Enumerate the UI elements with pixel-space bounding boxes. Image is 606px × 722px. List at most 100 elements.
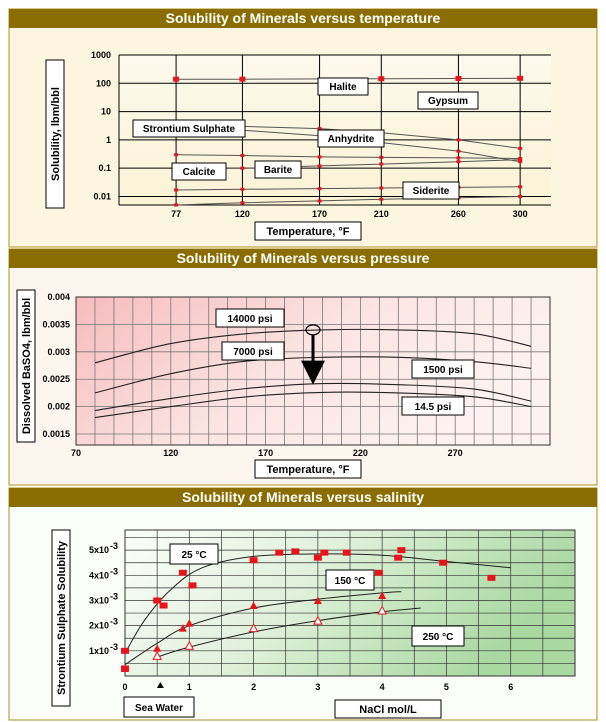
panel3-xlabel-box	[334, 699, 442, 719]
p3-data-point	[320, 549, 329, 556]
label-7000psi: 7000 psi	[233, 347, 273, 358]
p1-data-point	[240, 154, 245, 158]
panel2-titlebar	[9, 249, 597, 268]
p3-data-point	[439, 559, 448, 566]
panel2-xlabel: Temperature, °F	[266, 464, 349, 476]
p1-series-line	[176, 196, 521, 206]
label-box-14.5psi	[401, 396, 465, 416]
p1-xtick-label: 77	[171, 209, 181, 219]
p2-ytick-label: 0.0035	[42, 319, 70, 329]
label-25c: 25 °C	[181, 550, 206, 561]
panel2-ylabel-box	[16, 289, 36, 443]
p1-data-point	[240, 166, 245, 170]
p3-data-point	[313, 615, 323, 625]
p3-data-point	[275, 549, 284, 556]
label-calcite: Calcite	[183, 167, 216, 178]
p3-data-point	[184, 640, 195, 650]
label-box-7000psi	[221, 341, 285, 361]
label-halite: Halite	[329, 82, 357, 93]
p3-data-point	[188, 582, 197, 589]
p3-data-point	[394, 554, 403, 561]
p1-data-point	[174, 203, 179, 207]
p3-xtick-label: 2	[251, 682, 256, 692]
p2-series-line	[94, 328, 532, 364]
p1-data-point	[378, 76, 385, 82]
p1-data-point	[456, 156, 461, 160]
label-box-strontium	[132, 119, 246, 138]
p3-data-point	[185, 619, 194, 627]
p3-data-point	[487, 574, 496, 581]
p3-data-point	[121, 664, 129, 672]
p3-data-point	[153, 597, 162, 604]
p2-xtick-label: 70	[71, 448, 81, 458]
p2-xtick-label: 270	[448, 448, 463, 458]
p2-ytick-label: 0.002	[47, 402, 70, 412]
panel1-ylabel: Solubility, lbm/bbl	[50, 87, 62, 181]
label-250c: 250 °C	[423, 632, 454, 643]
p1-xtick-label: 170	[312, 209, 327, 219]
p3-ytick-exponent: -3	[110, 541, 118, 551]
p1-data-point	[379, 162, 384, 166]
p3-data-point	[378, 591, 387, 599]
p3-xtick-label: 1	[187, 682, 192, 692]
panel1-xlabel: Temperature, °F	[266, 226, 349, 238]
panel2-title: Solubility of Minerals versus pressure	[177, 250, 430, 266]
p1-data-point	[174, 188, 179, 192]
p1-series-line	[176, 154, 521, 159]
p2-xtick-label: 220	[353, 448, 368, 458]
label-box-calcite	[171, 162, 227, 181]
p3-data-point	[159, 602, 168, 609]
sea-water-box	[123, 696, 195, 718]
p2-ytick-label: 0.004	[47, 292, 70, 302]
p1-data-point	[517, 75, 524, 81]
panel3-ylabel-box	[51, 529, 71, 707]
p1-series-line	[176, 159, 521, 169]
label-box-siderite	[402, 181, 460, 200]
panel3-ylabel: Strontium Sulphate Solubility	[56, 540, 68, 695]
p1-series-line	[176, 186, 521, 191]
p1-data-point	[317, 199, 322, 203]
label-box-25c	[169, 543, 219, 565]
p1-data-point	[518, 194, 523, 198]
panel3-titlebar	[9, 488, 597, 507]
p3-data-point	[342, 549, 351, 556]
p3-ytick-exponent: -3	[110, 566, 118, 576]
p1-data-point	[456, 138, 461, 142]
p1-data-point	[317, 127, 322, 131]
p1-ytick-label: 1000	[91, 50, 111, 60]
p2-ytick-label: 0.0015	[42, 429, 70, 439]
p2-xtick-label: 120	[163, 448, 178, 458]
panel1-ylabel-box	[45, 59, 65, 209]
panel1-title: Solubility of Minerals versus temperatur…	[166, 10, 441, 26]
p1-data-point	[379, 155, 384, 159]
p1-ytick-label: 0.1	[98, 163, 111, 173]
label-150c: 150 °C	[335, 576, 366, 587]
p3-data-point	[249, 601, 258, 610]
p1-ytick-label: 10	[101, 107, 111, 117]
p1-data-point	[317, 164, 322, 168]
p3-ytick-label: 2x10	[89, 621, 109, 631]
p1-data-point	[518, 158, 523, 162]
p3-ytick-exponent: -3	[110, 617, 118, 627]
p1-data-point	[240, 201, 245, 205]
p1-data-point	[379, 186, 384, 190]
panel2-xlabel-box	[254, 459, 362, 479]
label-1500psi: 1500 psi	[423, 365, 463, 376]
p3-plot-border	[124, 529, 576, 677]
label-barite: Barite	[264, 165, 293, 176]
p1-xtick-label: 260	[451, 209, 466, 219]
p3-ytick-exponent: -3	[110, 591, 118, 601]
label-box-anhydrite	[317, 129, 385, 148]
p3-data-point	[178, 624, 187, 632]
p3-xtick-label: 5	[444, 682, 449, 692]
p1-data-point	[239, 76, 246, 82]
p3-data-point	[377, 605, 387, 615]
panel1-titlebar	[9, 9, 597, 28]
p3-ytick-label: 1x10	[89, 646, 109, 656]
label-14.5psi: 14.5 psi	[415, 402, 452, 413]
p2-ytick-label: 0.003	[47, 347, 70, 357]
p3-xtick-label: 3	[315, 682, 320, 692]
p3-data-point	[152, 650, 162, 660]
p3-ytick-label: 3x10	[89, 595, 109, 605]
